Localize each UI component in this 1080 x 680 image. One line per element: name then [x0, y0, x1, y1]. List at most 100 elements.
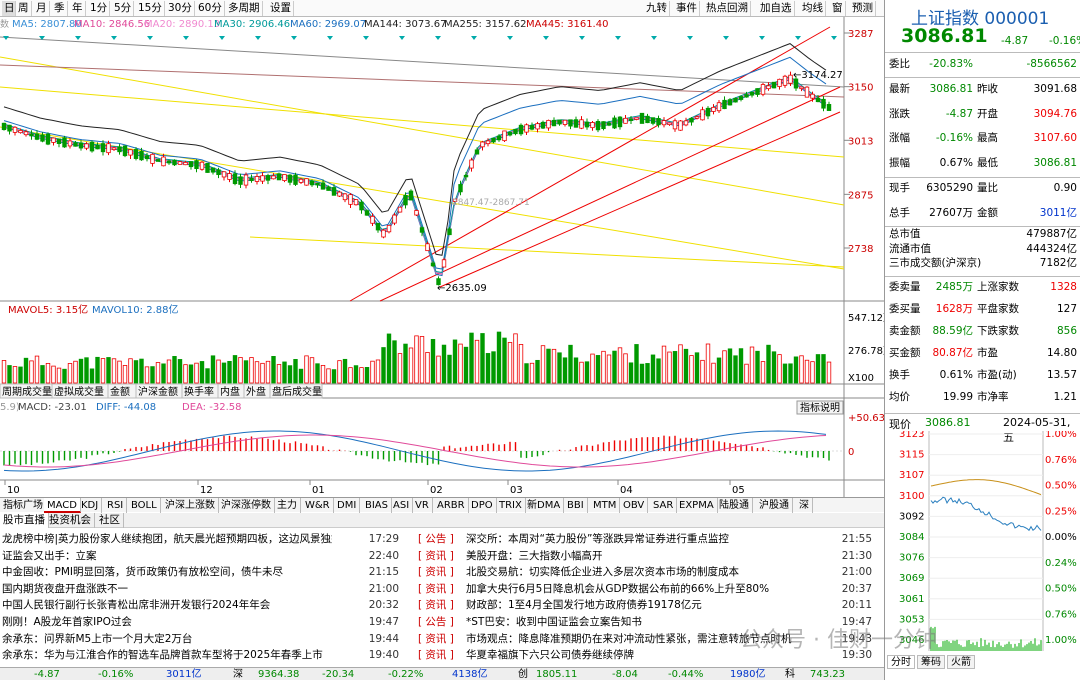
candle-body [474, 149, 480, 155]
indicator-tab-3[interactable]: RSI [104, 498, 128, 513]
intraday-tab-0[interactable]: 分时 [887, 655, 915, 669]
candle-body [183, 162, 188, 166]
news-title[interactable]: *ST巴安：收到中国证监会立案告知书 [466, 615, 642, 628]
indicator-tab-1[interactable]: MACD [44, 498, 81, 513]
period-day-button[interactable]: 日 [2, 1, 16, 16]
indicator-tab-21[interactable]: EXPMA [676, 498, 718, 513]
news-title[interactable]: 刚刚！A股龙年首家IPO过会 [2, 615, 132, 628]
news-title[interactable]: 市场观点：降息降准预期仍在来对冲流动性紧张，需注意转旅节点时机 [466, 632, 792, 645]
news-title[interactable]: 余承东：华为与江淮合作的智选车品牌首款车型将于2025年春季上市 [2, 649, 323, 662]
indicator-tab-16[interactable]: 新DMA [524, 498, 565, 513]
news-title[interactable]: 华夏幸福旗下六只公司债券继续停牌 [466, 649, 634, 662]
volume-bar [562, 357, 568, 384]
intraday-tab-2[interactable]: 火箭 [947, 655, 975, 669]
news-item[interactable]: [ 资讯 ] 财政部：1至4月全国发行地方政府债券19178亿元 20:11 [414, 597, 884, 614]
news-title[interactable]: 中国人民银行副行长张青松出席非洲开发银行2024年年会 [2, 599, 271, 612]
news-item[interactable]: 余承东：问界新M5上市一个月大定2万台 19:44 [0, 631, 405, 648]
indicator-tab-11[interactable]: ASI [390, 498, 414, 513]
news-item[interactable]: 中金固收：PMI明显回落，货币政策仍有放松空间，债牛未尽 21:15 [0, 564, 405, 581]
news-item[interactable]: [ 资讯 ] 美股开盘：三大指数小幅高开 21:30 [414, 548, 884, 565]
volume-bar [392, 340, 397, 384]
indicator-tab-14[interactable]: DPO [468, 498, 497, 513]
period-button-3[interactable]: 年 [70, 1, 86, 16]
news-list-left: 龙虎榜中榜|英力股份家人继续抱团，航天晨光超预期四板，这边风景独好! 17:29 证… [0, 531, 405, 664]
news-title[interactable]: 国内期货夜盘开盘涨跌不一 [2, 582, 128, 595]
intraday-tab-1[interactable]: 筹码 [917, 655, 945, 669]
period-button-4[interactable]: 1分 [88, 1, 111, 16]
period-button-5[interactable]: 5分 [112, 1, 135, 16]
period-button-9[interactable]: 多周期 [226, 1, 263, 16]
period-button-10[interactable]: 设置 [268, 1, 294, 16]
news-item[interactable]: [ 公告 ] 深交所：本周对“英力股份”等涨跌异常证券进行重点监控 21:55 [414, 531, 884, 548]
news-title[interactable]: 余承东：问界新M5上市一个月大定2万台 [2, 632, 193, 645]
indicator-tab-24[interactable]: 深 [796, 498, 813, 513]
period-button-1[interactable]: 月 [34, 1, 50, 16]
news-title[interactable]: 证监会又出手：立案 [2, 549, 97, 562]
indicator-tab-5[interactable]: 沪深上涨数 [162, 498, 219, 513]
period-button-6[interactable]: 15分 [136, 1, 165, 16]
news-item[interactable]: 余承东：华为与江淮合作的智选车品牌首款车型将于2025年春季上市 19:40 [0, 647, 405, 664]
indicator-tab-0[interactable]: 指标广场 [0, 498, 47, 513]
intraday-chart[interactable]: 现价 3086.81 2024-05-31,五 3123 3115 3107 3100… [885, 414, 1080, 654]
tool-button-5[interactable]: 窗 [830, 1, 846, 16]
news-title[interactable]: 财政部：1至4月全国发行地方政府债券19178亿元 [466, 599, 702, 612]
news-title[interactable]: 龙虎榜中榜|英力股份家人继续抱团，航天晨光超预期四板，这边风景独好! [2, 533, 332, 545]
indicator-tab-15[interactable]: TRIX [496, 498, 526, 513]
news-item[interactable]: [ 资讯 ] 北股交易航：切实降低企业进入多层次资本市场的制度成本 21:00 [414, 564, 884, 581]
tool-button-1[interactable]: 事件 [674, 1, 700, 16]
news-item[interactable]: [ 资讯 ] 市场观点：降息降准预期仍在来对冲流动性紧张，需注意转旅节点时机 19:… [414, 631, 884, 648]
period-button-7[interactable]: 30分 [166, 1, 195, 16]
news-item[interactable]: [ 公告 ] *ST巴安：收到中国证监会立案告知书 19:47 [414, 614, 884, 631]
indicator-tab-17[interactable]: BBI [564, 498, 588, 513]
news-tab-0[interactable]: 股市直播 [0, 513, 49, 528]
tool-button-0[interactable]: 九转 [644, 1, 670, 16]
indicator-tab-6[interactable]: 沪深涨停数 [218, 498, 275, 513]
news-item[interactable]: 龙虎榜中榜|英力股份家人继续抱团，航天晨光超预期四板，这边风景独好! 17:29 [0, 531, 405, 548]
indicator-tab-9[interactable]: DMI [334, 498, 361, 513]
tool-button-4[interactable]: 均线 [800, 1, 826, 16]
indicator-help-button[interactable] [796, 400, 844, 415]
news-item[interactable]: [ 资讯 ] 加拿大央行6月5日降息机会从GDP数据公布前的66%上升至80% 20… [414, 581, 884, 598]
news-item[interactable]: 刚刚！A股龙年首家IPO过会 19:47 [0, 614, 405, 631]
indicator-tab-2[interactable]: KDJ [78, 498, 103, 513]
news-tab-2[interactable]: 社区 [96, 513, 124, 528]
indicator-tab-18[interactable]: MTM [590, 498, 621, 513]
news-title[interactable]: 中金固收：PMI明显回落，货币政策仍有放松空间，债牛未尽 [2, 566, 283, 579]
indicator-tab-23[interactable]: 沪股通 [756, 498, 793, 513]
news-title[interactable]: 北股交易航：切实降低企业进入多层次资本市场的制度成本 [466, 566, 739, 579]
indicator-tab-12[interactable]: VR [412, 498, 433, 513]
volume-bar [337, 360, 342, 384]
news-title[interactable]: 深交所：本周对“英力股份”等涨跌异常证券进行重点监控 [466, 533, 729, 545]
indicator-tab-13[interactable]: ARBR [434, 498, 469, 513]
indicator-tab-8[interactable]: W&R [302, 498, 334, 513]
period-button-0[interactable]: 周 [16, 1, 32, 16]
period-button-2[interactable]: 季 [52, 1, 68, 16]
period-button-8[interactable]: 60分 [196, 1, 225, 16]
news-tab-1[interactable]: 投资机会 [46, 513, 95, 528]
indicator-tab-10[interactable]: BIAS [362, 498, 392, 513]
news-title[interactable]: 美股开盘：三大指数小幅高开 [466, 549, 603, 562]
tool-button-2[interactable]: 热点回溯 [704, 1, 751, 16]
indicator-tab-22[interactable]: 陆股通 [716, 498, 753, 513]
news-title[interactable]: 加拿大央行6月5日降息机会从GDP数据公布前的66%上升至80% [466, 582, 770, 595]
news-item[interactable]: 中国人民银行副行长张青松出席非洲开发银行2024年年会 20:32 [0, 597, 405, 614]
quote-row: 最新 3086.81 昨收 3091.68 [885, 80, 1080, 99]
news-item[interactable]: [ 资讯 ] 华夏幸福旗下六只公司债券继续停牌 19:30 [414, 647, 884, 664]
volume-bar [810, 361, 815, 384]
status-value: -0.16% [98, 669, 134, 680]
news-item[interactable]: 证监会又出手：立案 22:40 [0, 548, 405, 565]
volume-tab[interactable] [269, 383, 323, 399]
tool-button-6[interactable]: 预测 [850, 1, 876, 16]
kline-chart-area[interactable]: 数 MA5: 2807.80 MA10: 2846.56 MA20: 2890.13 M… [0, 17, 893, 502]
indicator-tab-20[interactable]: SAR [650, 498, 678, 513]
candle-body [700, 109, 705, 121]
news-item[interactable]: 国内期货夜盘开盘涨跌不一 21:00 [0, 581, 405, 598]
indicator-tab-4[interactable]: BOLL [128, 498, 161, 513]
candle-body [128, 149, 133, 156]
indicator-tab-19[interactable]: OBV [620, 498, 649, 513]
indicator-tab-7[interactable]: 主力 [274, 498, 301, 513]
status-value: 创 [518, 669, 528, 680]
tool-button-3[interactable]: 加自选 [758, 1, 795, 16]
event-marker [507, 36, 513, 40]
